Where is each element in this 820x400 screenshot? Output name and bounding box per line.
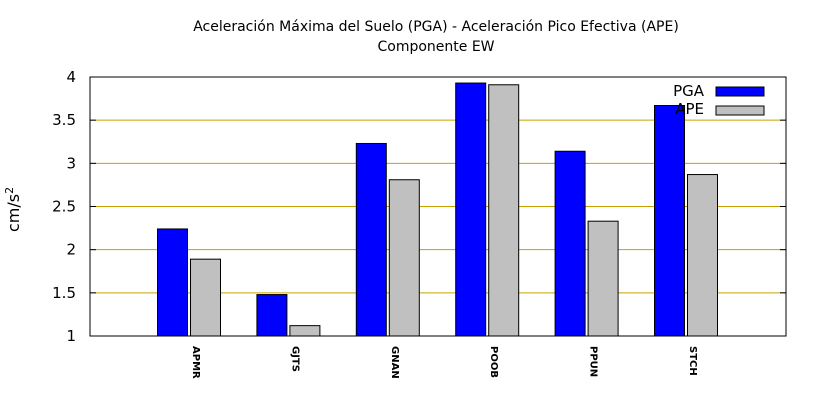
bar-pga-gnan — [355, 142, 387, 337]
bar-pga-poob — [455, 82, 487, 337]
y-tick-label: 2.5 — [52, 198, 76, 216]
bars — [157, 82, 718, 337]
legend-swatch-ape — [715, 105, 765, 116]
bar-ape-gjts — [289, 325, 321, 337]
legend-label-ape: APE — [675, 100, 704, 118]
y-tick-label: 4 — [66, 68, 76, 86]
y-tick-label: 1.5 — [52, 284, 76, 302]
bar-ape-stch — [687, 174, 718, 337]
bar-pga-apmr — [157, 228, 188, 337]
x-category-label: PPUN — [588, 346, 599, 377]
bar-ape-poob — [488, 84, 520, 337]
bar-ape-gnan — [388, 179, 420, 337]
x-category-label: GNAN — [389, 346, 400, 379]
x-category-label: GJTS — [289, 346, 300, 372]
x-axis-categories: APMR GJTS GNAN POOB PPUN STCH — [190, 346, 698, 379]
bar-pga-stch — [654, 104, 685, 337]
bar-ape-apmr — [190, 258, 221, 337]
bar-pga-ppun — [554, 150, 586, 337]
legend: PGA APE — [673, 82, 765, 118]
y-tick-label: 2 — [66, 241, 76, 259]
y-tick-label: 3.5 — [52, 111, 76, 129]
y-tick-label: 3 — [66, 154, 76, 172]
y-axis-ticks: 1 1.5 2 2.5 3 3.5 4 — [52, 68, 786, 345]
legend-swatch-pga — [715, 86, 765, 97]
x-category-label: STCH — [687, 346, 698, 376]
x-category-label: APMR — [190, 346, 201, 379]
bar-ape-ppun — [587, 220, 619, 337]
bar-pga-gjts — [256, 294, 288, 337]
y-axis-label: cm/s2 — [3, 187, 23, 232]
chart-title: Aceleración Máxima del Suelo (PGA) - Ace… — [193, 19, 679, 35]
y-axis-label-unit: cm/s — [4, 194, 23, 232]
x-category-label: POOB — [488, 346, 499, 378]
chart-subtitle: Componente EW — [377, 39, 494, 55]
y-tick-label: 1 — [66, 327, 76, 345]
legend-label-pga: PGA — [673, 82, 705, 100]
y-axis-label-exponent: 2 — [3, 187, 16, 194]
